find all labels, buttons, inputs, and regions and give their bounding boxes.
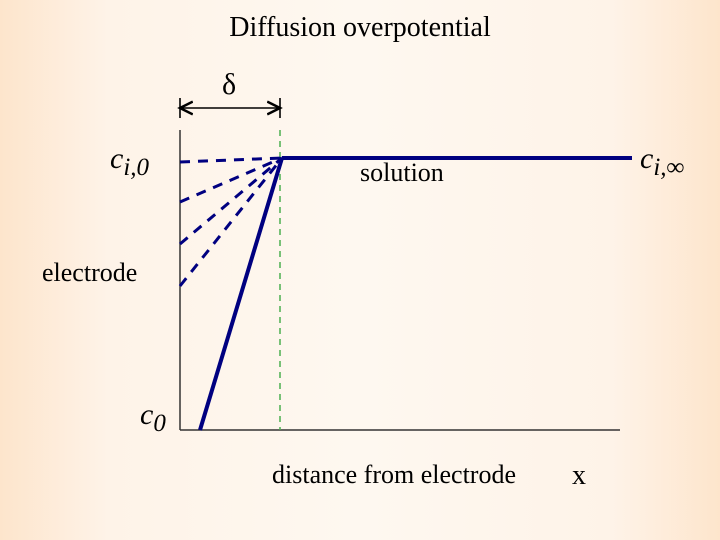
diagram-svg bbox=[0, 0, 720, 540]
